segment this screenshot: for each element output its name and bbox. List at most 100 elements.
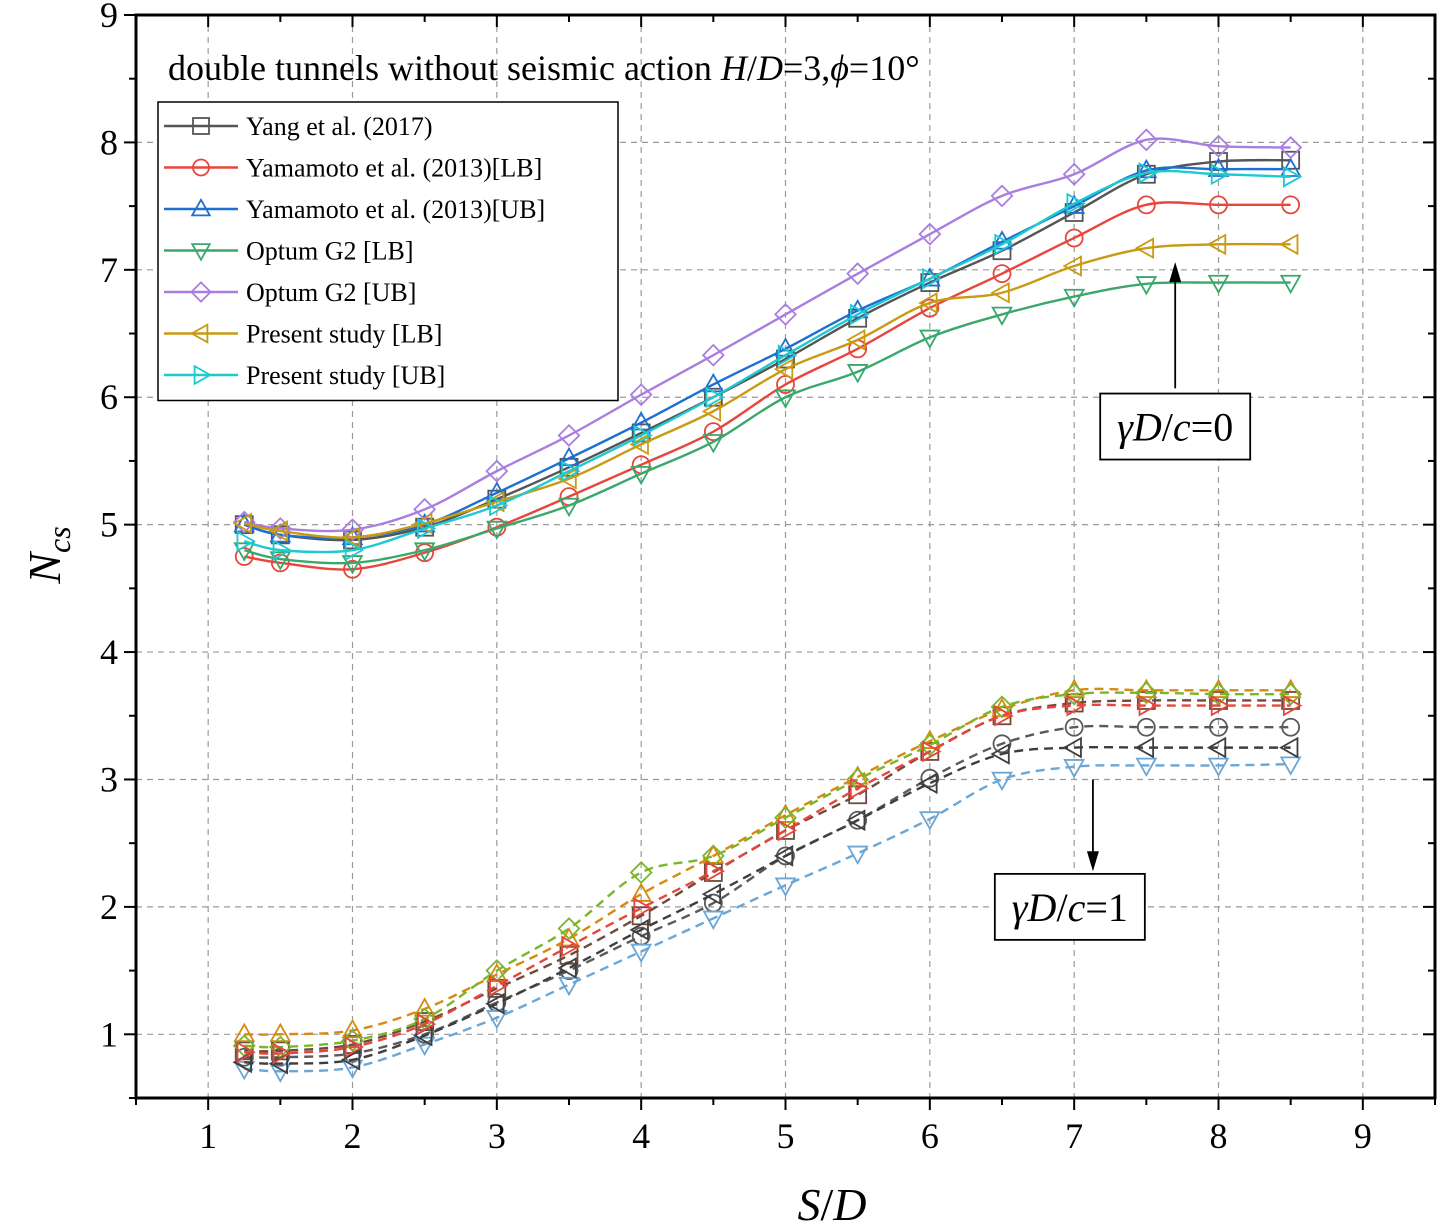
data-point-12-10 [918,772,938,795]
data-point-13-11 [994,704,1014,727]
legend-marker-4 [190,281,212,303]
data-point-5-11 [990,281,1010,304]
data-point-10-9 [846,845,869,865]
data-point-4-13 [1134,128,1158,152]
data-point-12-5 [557,957,577,979]
series-line-12 [244,745,1291,1065]
data-point-10-13 [1135,757,1158,778]
data-point-4-11 [990,184,1014,208]
annotation-1: γD/c=1 [993,779,1146,941]
data-point-8-13 [1136,717,1156,737]
data-point-5-5 [557,467,577,490]
data-point-1-10 [920,298,940,318]
series-5 [232,233,1299,549]
x-axis-title-s: S [797,1179,820,1230]
data-point-3-10 [918,329,941,349]
data-point-10-10 [918,811,941,831]
data-point-1-2 [343,559,362,579]
data-point-3-14 [1207,274,1230,295]
data-point-13-15 [1282,694,1303,717]
data-point-4-7 [701,343,725,367]
annotation-label-part-0-3: c [1173,405,1191,450]
data-point-13-8 [777,819,798,842]
chart-title-text: double tunnels without seismic action [168,48,721,88]
x-axis-title: S/D [797,1179,866,1230]
data-point-8-15 [1281,717,1301,737]
y-tick-label: 7 [100,250,118,290]
data-point-5-7 [701,400,722,423]
annotation-label-part-0-0: γ [1117,405,1134,450]
data-point-4-10 [918,222,942,246]
data-point-6-15 [1282,165,1303,188]
data-point-6-11 [994,233,1014,256]
data-point-10-4 [485,1010,508,1030]
data-point-6-12 [1066,192,1086,215]
data-point-2-14 [1207,157,1230,177]
data-point-4-2 [341,518,364,542]
data-point-6-0 [236,530,256,553]
series-6 [236,162,1303,562]
chart-title-eq2: =10° [849,48,920,88]
x-tick-label: 4 [632,1116,650,1156]
data-point-1-14 [1209,195,1228,215]
data-point-7-15 [1281,691,1301,710]
data-point-12-2 [340,1048,361,1071]
y-tick-label: 3 [100,759,118,799]
data-point-8-12 [1064,717,1084,737]
data-point-3-8 [774,389,797,409]
data-point-1-7 [703,422,723,442]
data-point-6-4 [489,494,509,517]
data-point-12-15 [1279,736,1299,759]
data-point-3-6 [630,465,653,486]
data-point-12-14 [1206,736,1227,759]
annotation-label-1: γD/c=1 [1012,885,1128,930]
legend-label-3: Optum G2 [LB] [246,237,414,266]
data-point-3-15 [1279,274,1302,295]
annotation-label-0: γD/c=0 [1117,405,1233,450]
data-point-5-13 [1134,237,1155,260]
data-point-10-5 [558,976,580,997]
data-point-9-3 [413,997,436,1017]
data-point-5-2 [340,526,361,549]
x-tick-label: 5 [777,1116,795,1156]
annotation-0: γD/c=0 [1099,262,1252,461]
data-point-4-12 [1062,162,1086,186]
data-point-3-3 [413,542,436,562]
series-12 [232,736,1299,1075]
annotation-label-part-1-4: =1 [1085,885,1128,930]
legend-label-0: Yang et al. (2017) [246,112,433,141]
data-point-4-3 [413,497,437,521]
data-point-3-12 [1063,288,1086,309]
legend-marker-1 [192,158,210,177]
data-point-12-13 [1134,736,1155,759]
chart-title-d: D [756,48,783,88]
series-layer [232,128,1303,1083]
x-tick-label: 8 [1210,1116,1228,1156]
x-tick-label: 2 [344,1116,362,1156]
data-point-3-9 [846,364,869,384]
legend-marker-0 [192,117,210,135]
data-point-13-5 [561,935,581,958]
data-point-6-2 [344,539,365,562]
data-point-5-10 [918,292,938,314]
series-line-5 [243,242,1291,539]
data-point-5-0 [232,512,252,535]
data-point-13-0 [236,1041,256,1064]
data-point-10-14 [1207,757,1230,778]
data-point-6-10 [922,267,942,290]
x-tick-label: 3 [488,1116,506,1156]
y-tick-label: 8 [100,122,118,162]
y-tick-label: 5 [100,505,118,545]
data-point-8-14 [1209,717,1228,737]
data-point-11-14 [1207,682,1230,706]
data-point-13-1 [272,1042,292,1065]
data-point-11-6 [629,861,653,884]
series-line-1 [244,201,1291,571]
data-point-5-12 [1062,255,1082,277]
data-point-8-11 [992,734,1012,754]
data-point-10-3 [413,1036,436,1057]
series-line-4 [244,137,1291,533]
legend-label-4: Optum G2 [UB] [246,278,416,307]
annotations: γD/c=0 γD/c=1 [993,262,1252,941]
